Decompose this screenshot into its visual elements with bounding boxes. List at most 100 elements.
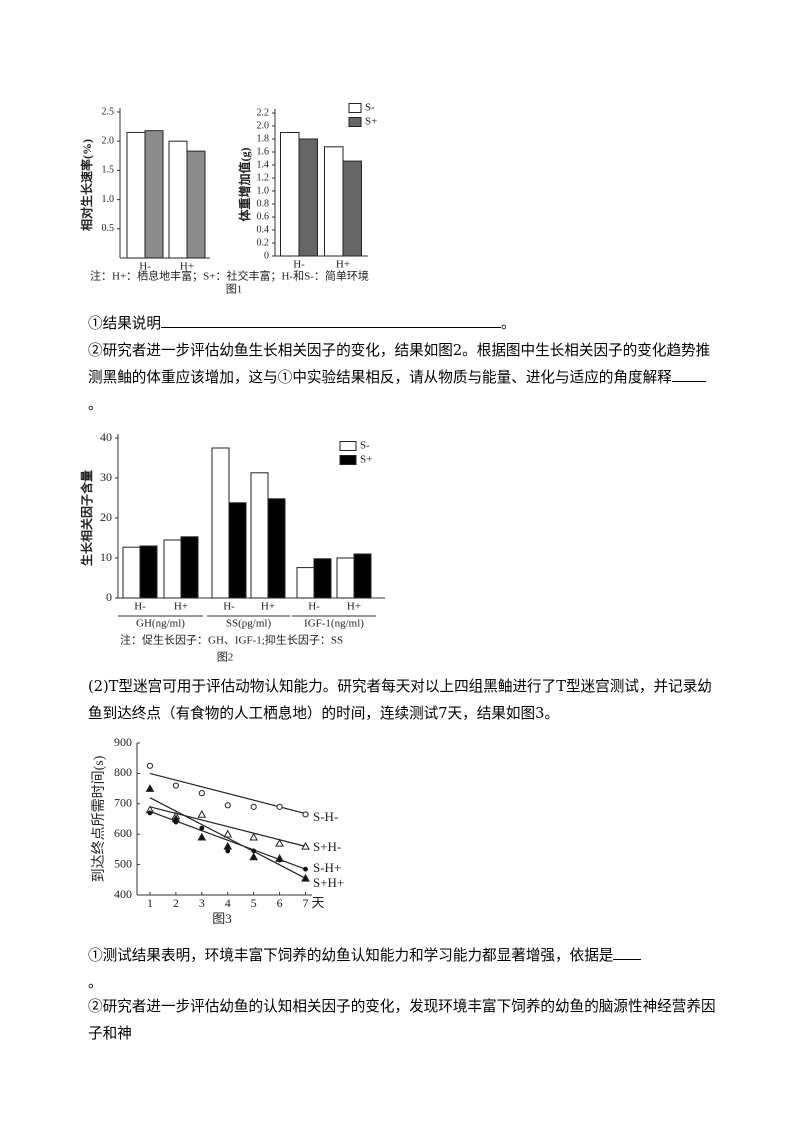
y-tick-label: 1.2 xyxy=(257,172,270,183)
legend-swatch xyxy=(348,103,362,113)
x-tick-label: 5 xyxy=(251,896,257,910)
series-label: S+H+ xyxy=(313,875,344,890)
bar xyxy=(267,498,286,599)
y-tick-label: 2.2 xyxy=(257,107,270,118)
x-tick-label: 7 xyxy=(303,896,309,910)
bar xyxy=(296,567,315,599)
y-tick-label: 400 xyxy=(114,887,132,901)
y-tick-label: 40 xyxy=(100,430,112,444)
y-axis-label: 到达终点所需时间(s) xyxy=(91,755,107,882)
blank xyxy=(613,943,642,960)
series-label: S-H- xyxy=(313,809,338,824)
x-tick-label: 4 xyxy=(225,896,231,910)
x-tick-label: H- xyxy=(134,601,146,613)
point xyxy=(249,832,259,841)
x-tick-label: 3 xyxy=(199,896,205,910)
x-tick-label: H+ xyxy=(336,259,350,271)
y-tick-label: 10 xyxy=(100,550,112,564)
legend-swatch xyxy=(339,441,357,451)
point xyxy=(223,829,233,838)
text: ①测试结果表明，环境丰富下饲养的幼鱼认知能力和学习能力都显著增强，依据是 xyxy=(88,947,614,964)
blank xyxy=(671,365,706,382)
legend-swatch xyxy=(339,455,357,465)
x-tick-label: H+ xyxy=(347,601,361,613)
text: ②研究者进一步评估幼鱼生长相关因子的变化，结果如图2。根据图中生长相关因子的变化… xyxy=(88,342,711,386)
y-tick-label: 2.5 xyxy=(102,106,115,117)
y-axis-label: 相对生长速率(%) xyxy=(79,139,94,231)
point xyxy=(275,853,284,862)
text: ②研究者进一步评估幼鱼的认知相关因子的变化，发现环境丰富下饲养的幼鱼的脑源性神经… xyxy=(88,998,716,1042)
point xyxy=(250,803,257,810)
bar xyxy=(280,132,300,257)
point xyxy=(147,810,153,816)
point xyxy=(145,784,155,792)
text: (2)T型迷宫可用于评估动物认知能力。研究者每天对以上四组黑鲉进行了T型迷宫测试… xyxy=(88,678,712,722)
x-axis-label: 天 xyxy=(311,895,324,910)
bar xyxy=(126,131,146,259)
y-tick-label: 1.0 xyxy=(102,194,115,205)
point xyxy=(146,762,154,769)
bar xyxy=(122,546,141,599)
point xyxy=(301,841,310,850)
bar xyxy=(353,553,372,599)
y-tick-label: 600 xyxy=(114,826,132,840)
x-tick-label: 6 xyxy=(277,896,283,910)
y-tick-label: 0.8 xyxy=(257,198,270,209)
y-tick-label: 800 xyxy=(114,765,132,779)
x-tick-label: H+ xyxy=(174,601,188,613)
y-tick-label: 900 xyxy=(114,735,132,749)
bar xyxy=(211,447,230,599)
point xyxy=(172,782,179,789)
bar xyxy=(342,160,362,257)
bar xyxy=(298,138,318,257)
x-tick-label: H+ xyxy=(180,261,194,273)
y-tick-label: 1.5 xyxy=(102,165,115,176)
caption: 图3 xyxy=(212,911,232,926)
x-tick-label: H- xyxy=(308,601,320,613)
y-tick-label: 2.0 xyxy=(257,120,270,131)
bar xyxy=(186,150,206,259)
bar xyxy=(324,146,344,257)
legend-label: S+ xyxy=(360,454,372,466)
point xyxy=(197,832,207,841)
bar xyxy=(250,472,269,599)
note: 注：H+：栖息地丰富；S+：社交丰富；H-和S-：简单环境 xyxy=(90,269,369,283)
point xyxy=(225,848,231,854)
point xyxy=(275,838,284,847)
x-tick-label: 1 xyxy=(147,896,153,910)
point xyxy=(249,852,259,861)
caption: 图1 xyxy=(226,283,243,296)
x-tick-label: H+ xyxy=(261,601,275,613)
y-tick-label: 0 xyxy=(106,590,112,604)
y-tick-label: 500 xyxy=(114,856,132,870)
y-tick-label: 0.2 xyxy=(257,237,270,248)
question: ②研究者进一步评估幼鱼的认知相关因子的变化，发现环境丰富下饲养的幼鱼的脑源性神经… xyxy=(88,993,720,1047)
text: 。 xyxy=(500,315,516,332)
y-axis-label: 体重增加值(g) xyxy=(237,148,252,222)
trend-line xyxy=(149,797,306,879)
bar xyxy=(336,557,355,599)
point xyxy=(301,873,310,882)
note: 注：促生长因子：GH、IGF-1;抑生长因子：SS xyxy=(120,633,343,647)
point xyxy=(302,811,309,818)
group-label: GH(ng/ml) xyxy=(136,618,185,630)
point xyxy=(276,803,283,810)
y-tick-label: 1.6 xyxy=(257,146,270,157)
blank xyxy=(160,311,501,328)
y-tick-label: 700 xyxy=(114,796,132,810)
y-tick-label: 1.0 xyxy=(257,185,270,196)
question: (2)T型迷宫可用于评估动物认知能力。研究者每天对以上四组黑鲉进行了T型迷宫测试… xyxy=(88,673,720,727)
y-tick-label: 30 xyxy=(100,470,112,484)
bar xyxy=(163,539,182,599)
x-tick-label: H- xyxy=(293,259,305,271)
legend-swatch xyxy=(348,117,362,127)
y-tick-label: 0.5 xyxy=(102,223,115,234)
y-tick-label: 0 xyxy=(264,250,269,261)
point xyxy=(224,802,231,809)
text: 。 xyxy=(88,396,103,413)
y-axis-label: 生长相关因子含量 xyxy=(79,470,94,566)
y-tick-label: 20 xyxy=(100,510,112,524)
text: 。 xyxy=(88,974,103,991)
